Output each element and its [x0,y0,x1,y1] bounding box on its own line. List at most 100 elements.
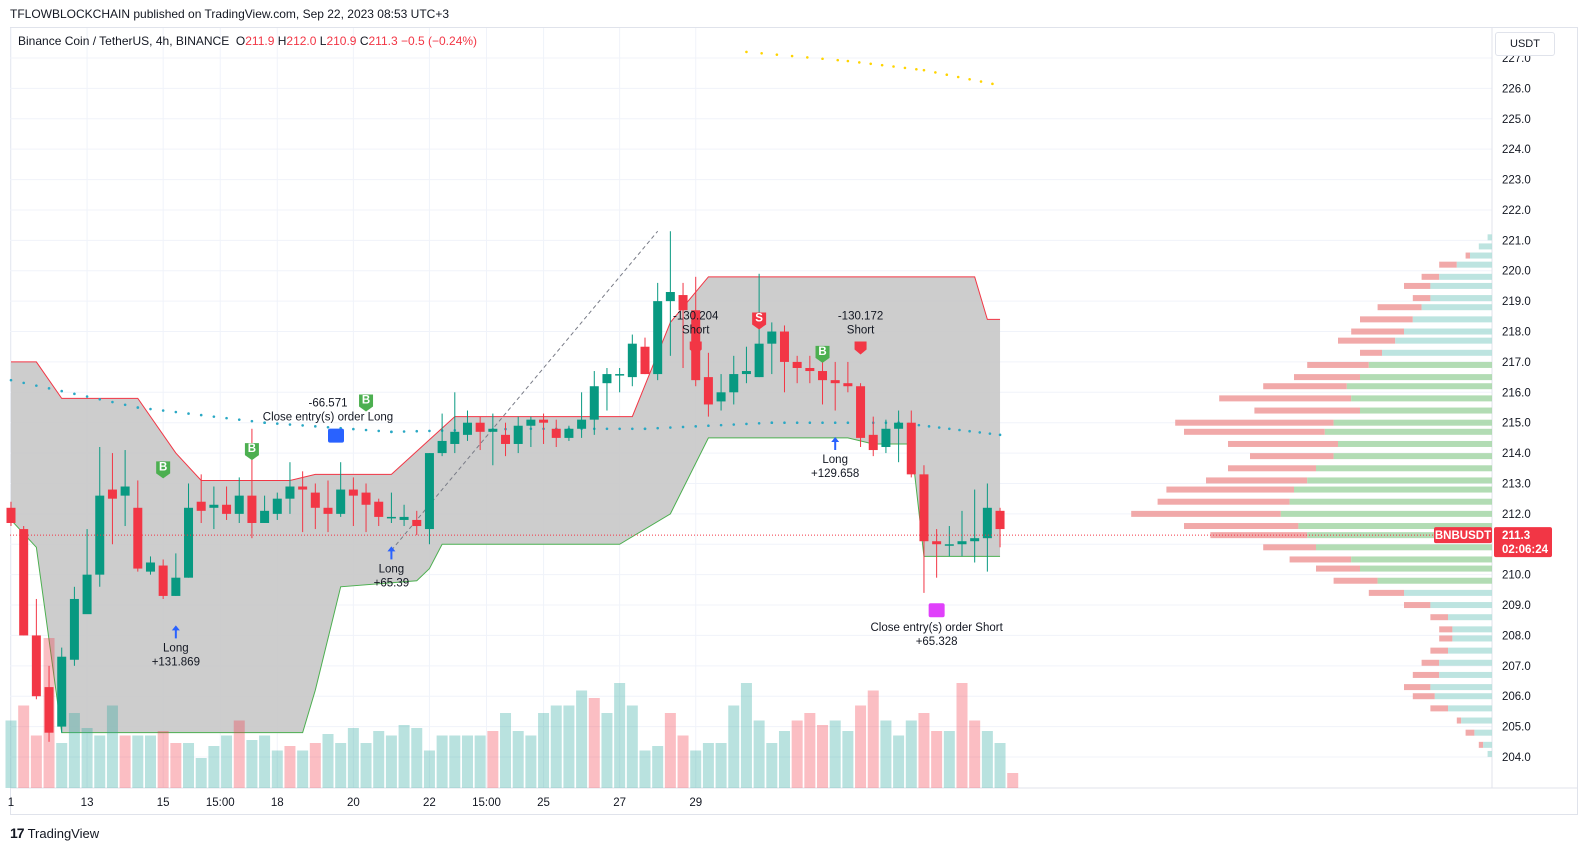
candle-body [906,422,916,475]
candle-body [577,419,587,429]
candle-body [424,453,434,530]
trend-dot [187,412,190,415]
volume-bar [893,735,905,788]
trend-dot [47,387,51,390]
trend-dot [35,384,38,387]
volume-bar [918,713,930,788]
candle-body [82,574,92,615]
upper-dot [790,54,794,58]
volume-bar [157,731,169,788]
trend-dot [161,409,165,412]
price-axis-tick: 205.0 [1502,722,1531,734]
candle-body [260,510,270,523]
upper-dot [945,73,949,77]
volume-profile-bar-down [1338,337,1396,344]
volume-bar [994,743,1006,788]
candle [729,355,739,405]
currency-button[interactable]: USDT [1495,32,1555,56]
volume-profile-bar-up [1368,361,1492,368]
volume-profile-bar-up [1298,523,1492,530]
annotation-line-1: -66.571 [308,398,347,410]
channel-band-fill [11,276,1001,733]
volume-bar [195,758,207,788]
candle [577,392,587,438]
candle [348,477,358,527]
trend-dot [669,426,672,429]
trade-annotation-long2: Long +65.39 [374,546,409,589]
candle [640,337,650,375]
volume-profile-bar-down [1228,440,1338,447]
volume-bar [284,746,296,788]
volume-profile-bar-down [1166,486,1294,493]
volume-profile-bar-up [1421,304,1492,311]
time-axis-tick: 1 [8,797,14,809]
upper-dot [775,53,779,56]
annotation-line-1: -130.204 [673,310,719,322]
trend-dot [377,429,381,433]
trend-dot [301,424,304,427]
trend-dot [948,427,951,431]
trend-dot [136,406,140,409]
volume-profile-bar-up [1430,295,1492,302]
volume-profile-bar-up [1439,659,1492,666]
candle [513,416,523,454]
trend-dot [352,427,355,431]
candle-body [640,346,650,375]
price-axis-tick: 215.0 [1502,418,1531,430]
candle [412,510,422,536]
volume-profile-bar-up [1478,243,1492,250]
long-arrow-icon [831,437,840,451]
trend-dot [681,425,685,429]
change-value: −0.5 (−0.24%) [400,34,478,48]
candle-body [703,377,713,405]
signal-tag-shape [156,461,171,479]
upper-dot [745,50,748,54]
upper-dot [915,67,918,71]
candle [970,489,980,563]
candle-body [298,486,308,490]
annotation-line-2: Short [847,324,875,336]
candle [462,410,472,441]
trend-dot [937,426,941,429]
upper-dot [880,63,884,67]
candle [818,361,828,405]
upper-dot [857,61,861,64]
candle [285,462,295,514]
upper-dot [979,80,983,83]
candle-body [374,501,384,517]
price-axis-tick: 204.0 [1502,752,1531,764]
upper-dot [934,71,937,74]
candle-body [944,544,954,546]
candle-body [285,486,295,499]
time-axis-tick: 15:00 [206,797,235,809]
volume-profile-bar-down [1316,565,1360,572]
trend-dot [250,419,254,423]
upper-dot [760,51,763,55]
candle-body [843,383,853,387]
volume-bar [601,713,613,788]
signal-tag-label: B [362,395,370,407]
sell-signal-tag: S [752,312,767,330]
price-axis-tick: 225.0 [1502,114,1531,126]
candle [374,498,384,527]
volume-bar [791,720,803,788]
trend-dot [618,427,621,431]
volume-profile-bar-down [1131,510,1281,517]
trend-dot [927,425,931,428]
candle [424,453,434,545]
candle-body [564,428,574,438]
trend-dot [656,426,659,430]
candle [615,367,625,393]
volume-profile-bar-up [1289,498,1492,505]
trend-dot [225,416,228,420]
candle [133,480,143,572]
trend-dot [402,430,406,433]
candle-body [19,529,29,636]
volume-bar [500,713,512,788]
candle [551,419,561,448]
candle-body [894,422,904,429]
candle [69,586,79,666]
volume-profile-bar-down [1404,684,1431,691]
volume-bar [449,735,461,788]
